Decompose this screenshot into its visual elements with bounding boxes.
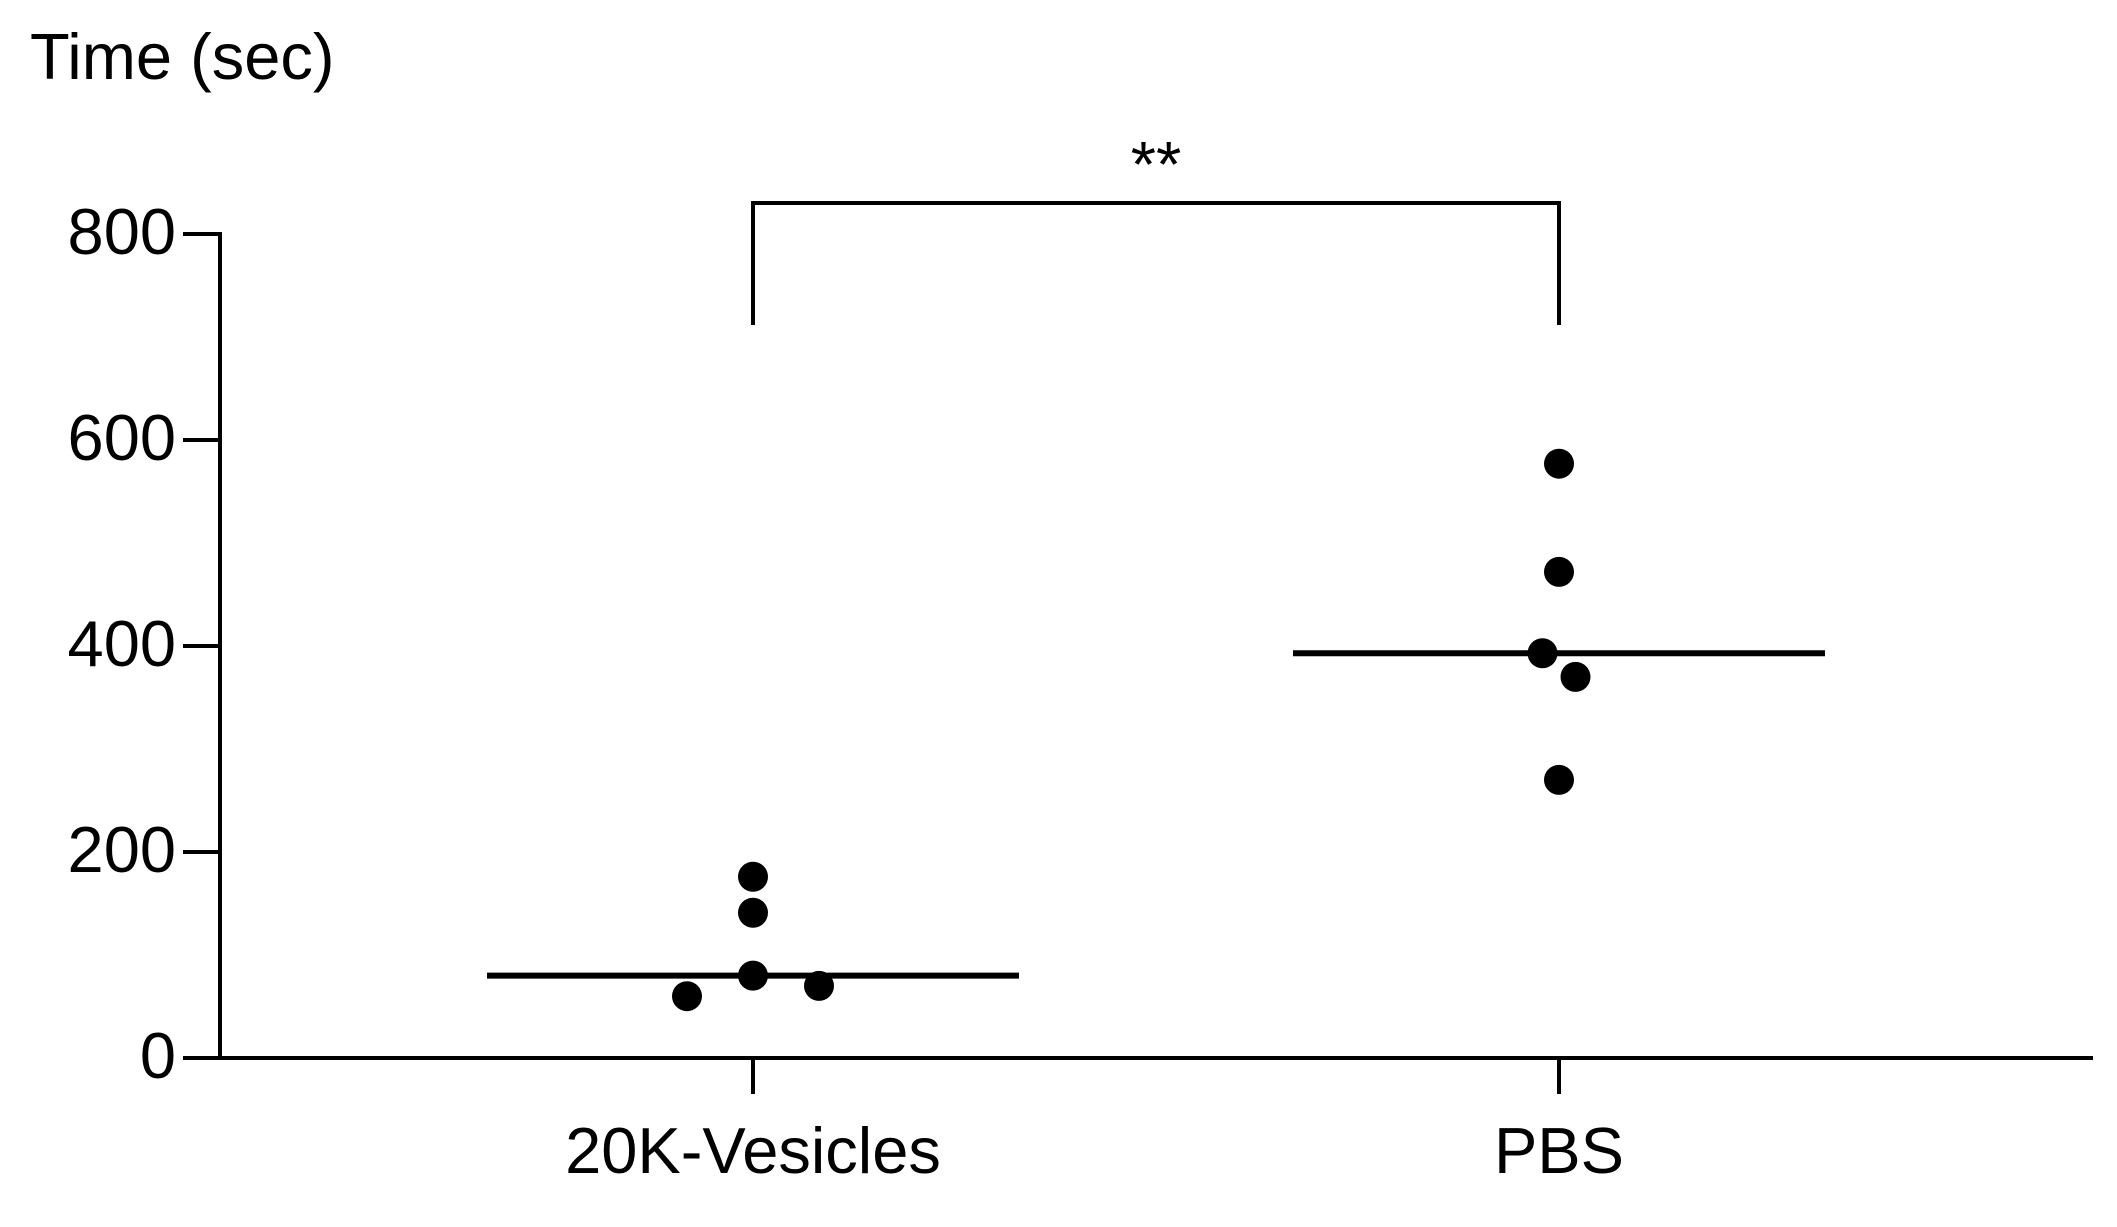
y-tick-label: 800 (68, 195, 176, 268)
dot (738, 861, 768, 892)
y-tick-label: 0 (140, 1019, 176, 1092)
dot (1544, 556, 1574, 587)
dot (672, 981, 702, 1012)
significance-label: ** (1131, 128, 1182, 201)
x-tick-label: PBS (1494, 1114, 1624, 1187)
dot (1544, 448, 1574, 479)
dot (738, 960, 768, 991)
y-tick-label: 200 (68, 813, 176, 886)
dot (1560, 661, 1591, 692)
dot (1527, 638, 1558, 669)
significance-bracket (751, 201, 1561, 325)
x-tick-label: 20K-Vesicles (565, 1114, 941, 1187)
dot (804, 970, 834, 1001)
y-axis-label: Time (sec) (30, 20, 335, 93)
dot (738, 897, 768, 928)
y-tick-label: 400 (68, 607, 176, 680)
y-tick-label: 600 (68, 401, 176, 474)
dot (1544, 764, 1574, 795)
